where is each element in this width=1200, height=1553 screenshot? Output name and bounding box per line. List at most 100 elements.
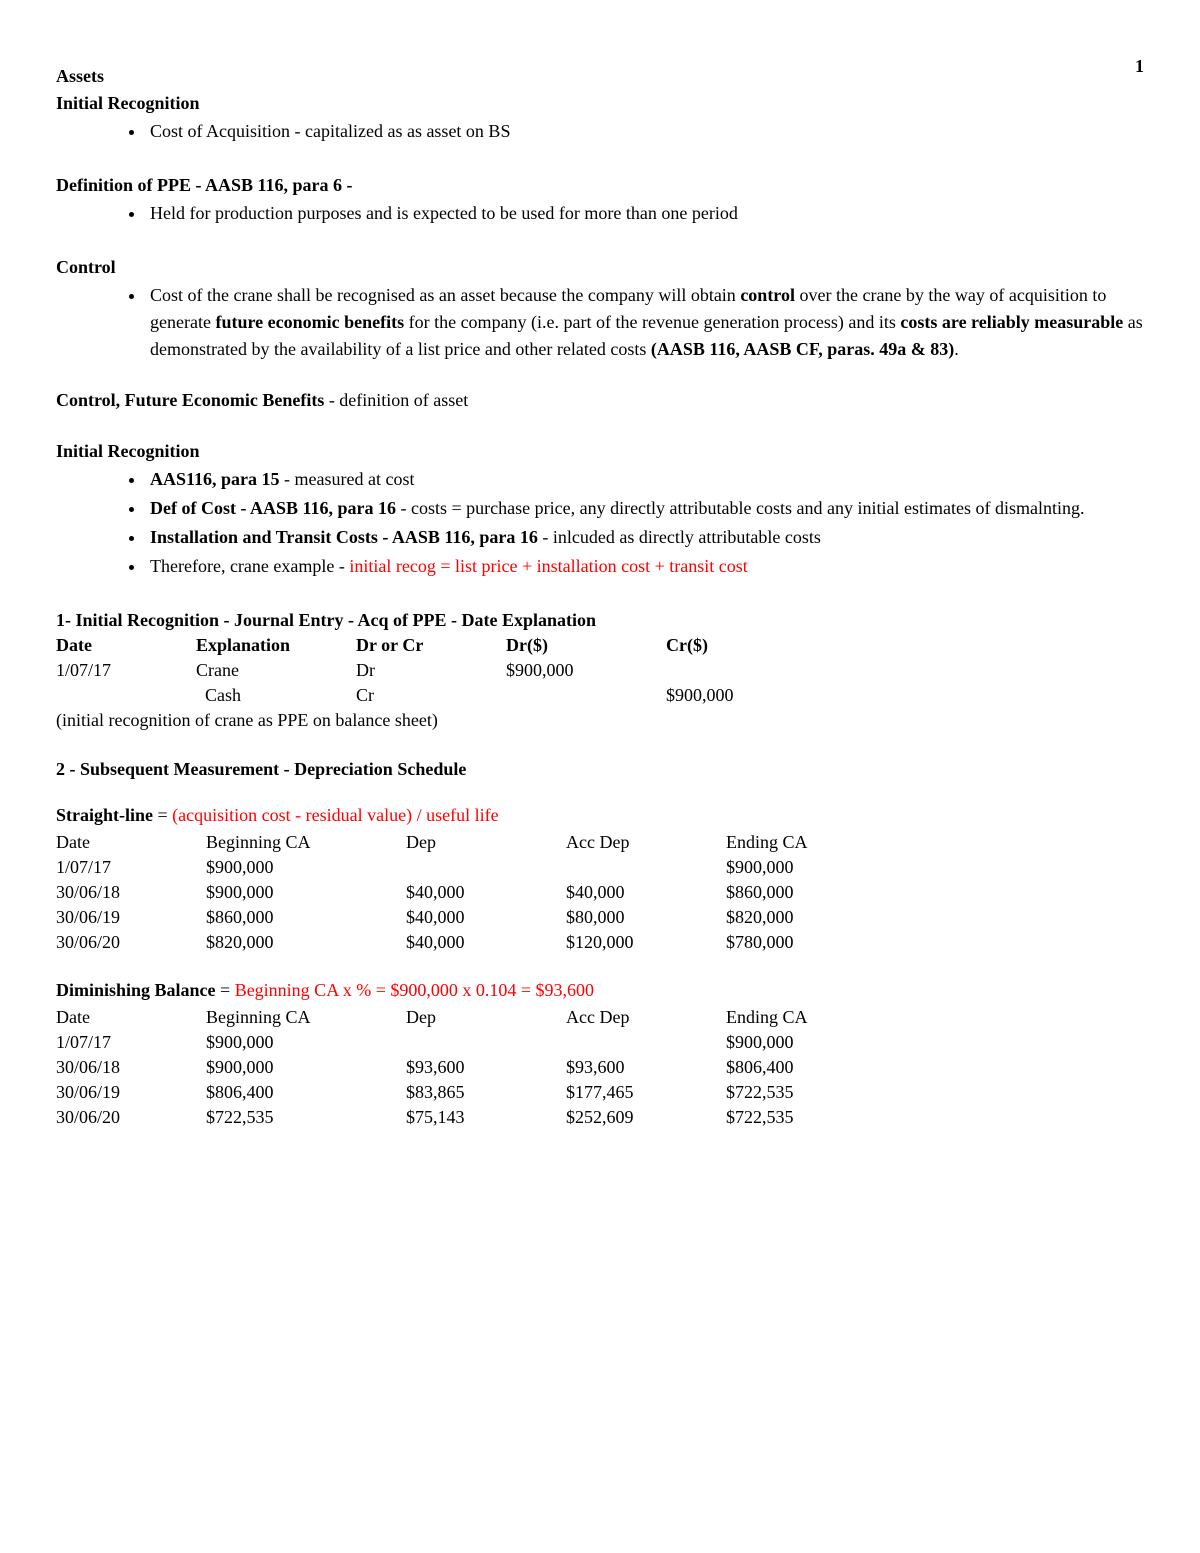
- table-header: Dep: [406, 830, 566, 855]
- table-header: Dep: [406, 1005, 566, 1030]
- list-item: Def of Cost - AASB 116, para 16 - costs …: [146, 495, 1144, 522]
- table-cell: $80,000: [566, 905, 726, 930]
- ir2-b3-rest: - inlcuded as directly attributable cost…: [538, 527, 821, 547]
- list-item: Held for production purposes and is expe…: [146, 200, 1144, 227]
- table-cell: $177,465: [566, 1080, 726, 1105]
- assets-heading: Assets: [56, 66, 1144, 87]
- table-cell: $40,000: [406, 930, 566, 955]
- list-item: Therefore, crane example - initial recog…: [146, 553, 1144, 580]
- table-cell: Cash: [196, 683, 356, 708]
- table-cell: $780,000: [726, 930, 866, 955]
- cfeb-rest: - definition of asset: [324, 390, 468, 410]
- journal-entry-note: (initial recognition of crane as PPE on …: [56, 710, 1144, 731]
- control-text-1: Cost of the crane shall be recognised as…: [150, 285, 740, 305]
- table-header: Acc Dep: [566, 830, 726, 855]
- table-cell: 30/06/20: [56, 1105, 206, 1130]
- control-bold-3: costs are reliably measurable: [900, 312, 1123, 332]
- def-ppe-heading-suffix: -: [342, 175, 353, 195]
- table-row: 1/07/17 $900,000 $900,000: [56, 855, 866, 880]
- table-row: 30/06/19 $806,400 $83,865 $177,465 $722,…: [56, 1080, 866, 1105]
- table-cell: $93,600: [406, 1055, 566, 1080]
- table-cell: [506, 683, 666, 708]
- table-cell: [566, 1030, 726, 1055]
- table-cell: $252,609: [566, 1105, 726, 1130]
- control-bold-1: control: [740, 285, 795, 305]
- table-row: Cash Cr $900,000: [56, 683, 786, 708]
- list-item: Installation and Transit Costs - AASB 11…: [146, 524, 1144, 551]
- ir2-b3-bold: Installation and Transit Costs - AASB 11…: [150, 527, 538, 547]
- diminishing-balance-table: Date Beginning CA Dep Acc Dep Ending CA …: [56, 1005, 866, 1130]
- initial-recognition-list: Cost of Acquisition - capitalized as as …: [56, 118, 1144, 145]
- initial-recognition-2-list: AAS116, para 15 - measured at cost Def o…: [56, 466, 1144, 580]
- straight-line-formula: (acquisition cost - residual value) / us…: [172, 805, 498, 825]
- table-cell: [666, 658, 786, 683]
- control-list: Cost of the crane shall be recognised as…: [56, 282, 1144, 363]
- table-cell: 1/07/17: [56, 855, 206, 880]
- def-ppe-heading: Definition of PPE - AASB 116, para 6 -: [56, 175, 1144, 196]
- table-cell: [56, 683, 196, 708]
- table-cell: 30/06/19: [56, 1080, 206, 1105]
- subsequent-measurement-heading: 2 - Subsequent Measurement - Depreciatio…: [56, 759, 1144, 780]
- table-cell: Dr: [356, 658, 506, 683]
- straight-line-label: Straight-line: [56, 805, 153, 825]
- ir2-b4-red: initial recog = list price + installatio…: [349, 556, 747, 576]
- journal-entry-table: Date Explanation Dr or Cr Dr($) Cr($) 1/…: [56, 633, 786, 708]
- table-cell: $860,000: [206, 905, 406, 930]
- straight-line-table: Date Beginning CA Dep Acc Dep Ending CA …: [56, 830, 866, 955]
- table-row: 1/07/17 $900,000 $900,000: [56, 1030, 866, 1055]
- table-row: 1/07/17 Crane Dr $900,000: [56, 658, 786, 683]
- table-row: 30/06/20 $722,535 $75,143 $252,609 $722,…: [56, 1105, 866, 1130]
- table-cell: $820,000: [206, 930, 406, 955]
- table-header: Dr($): [506, 633, 666, 658]
- table-header: Date: [56, 830, 206, 855]
- table-cell: 30/06/18: [56, 1055, 206, 1080]
- table-row: 30/06/19 $860,000 $40,000 $80,000 $820,0…: [56, 905, 866, 930]
- table-cell: Crane: [196, 658, 356, 683]
- control-heading: Control: [56, 257, 1144, 278]
- table-header: Dr or Cr: [356, 633, 506, 658]
- table-cell: $900,000: [206, 855, 406, 880]
- table-cell: $722,535: [726, 1080, 866, 1105]
- cfeb-bold: Control, Future Economic Benefits: [56, 390, 324, 410]
- table-cell: $820,000: [726, 905, 866, 930]
- table-header: Beginning CA: [206, 830, 406, 855]
- control-bold-2: future economic benefits: [215, 312, 404, 332]
- table-cell: 1/07/17: [56, 1030, 206, 1055]
- table-header: Ending CA: [726, 1005, 866, 1030]
- table-cell: 30/06/18: [56, 880, 206, 905]
- def-ppe-heading-text: Definition of PPE - AASB 116, para 6: [56, 175, 342, 195]
- table-cell: $900,000: [506, 658, 666, 683]
- list-item: AAS116, para 15 - measured at cost: [146, 466, 1144, 493]
- diminishing-balance-label: Diminishing Balance: [56, 980, 216, 1000]
- control-suffix: .: [954, 339, 959, 359]
- table-cell: $900,000: [666, 683, 786, 708]
- straight-line-formula-line: Straight-line = (acquisition cost - resi…: [56, 802, 1144, 828]
- list-item: Cost of Acquisition - capitalized as as …: [146, 118, 1144, 145]
- ir2-b1-rest: - measured at cost: [280, 469, 415, 489]
- table-cell: $900,000: [726, 855, 866, 880]
- cfeb-line: Control, Future Economic Benefits - defi…: [56, 387, 1144, 413]
- table-row: 30/06/20 $820,000 $40,000 $120,000 $780,…: [56, 930, 866, 955]
- control-bold-4: (AASB 116, AASB CF, paras. 49a & 83): [651, 339, 954, 359]
- table-header: Acc Dep: [566, 1005, 726, 1030]
- initial-recognition-heading: Initial Recognition: [56, 93, 1144, 114]
- document-page: 1 Assets Initial Recognition Cost of Acq…: [0, 0, 1200, 1553]
- table-cell: $40,000: [406, 880, 566, 905]
- table-cell: $900,000: [206, 1030, 406, 1055]
- table-cell: $83,865: [406, 1080, 566, 1105]
- table-cell: $40,000: [566, 880, 726, 905]
- equals: =: [216, 980, 235, 1000]
- def-ppe-list: Held for production purposes and is expe…: [56, 200, 1144, 227]
- ir2-b2-rest: - costs = purchase price, any directly a…: [396, 498, 1084, 518]
- table-cell: $860,000: [726, 880, 866, 905]
- table-cell: $806,400: [726, 1055, 866, 1080]
- diminishing-balance-formula-line: Diminishing Balance = Beginning CA x % =…: [56, 977, 1144, 1003]
- table-cell: $120,000: [566, 930, 726, 955]
- table-cell: [406, 855, 566, 880]
- table-cell: 30/06/19: [56, 905, 206, 930]
- table-header: Ending CA: [726, 830, 866, 855]
- table-header: Cr($): [666, 633, 786, 658]
- table-header: Date: [56, 633, 196, 658]
- page-number: 1: [1135, 56, 1144, 77]
- diminishing-balance-formula: Beginning CA x % = $900,000 x 0.104 = $9…: [235, 980, 594, 1000]
